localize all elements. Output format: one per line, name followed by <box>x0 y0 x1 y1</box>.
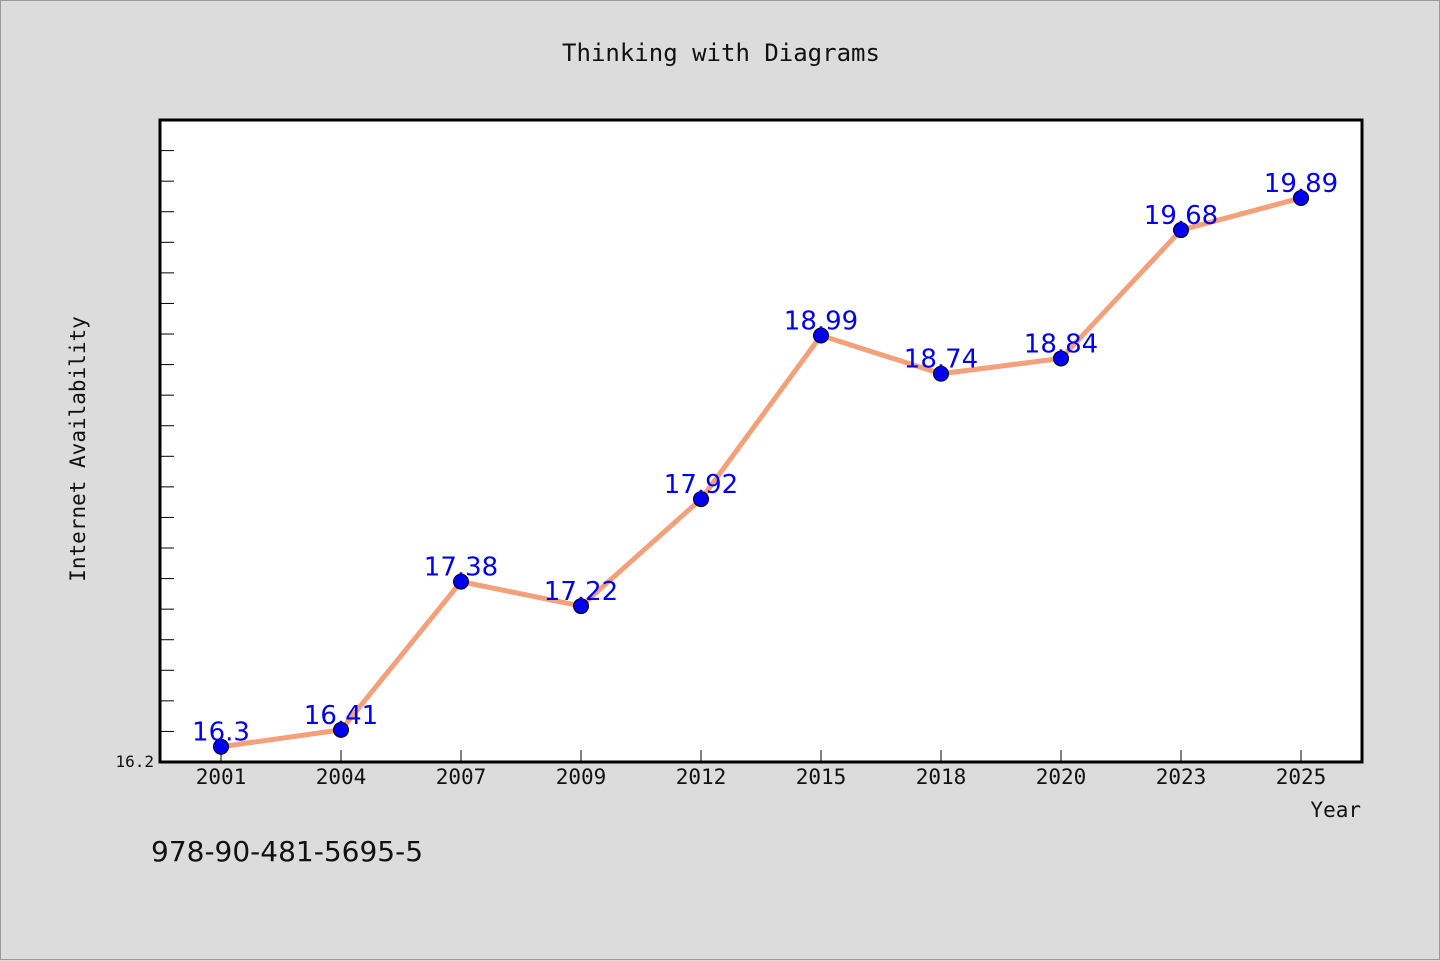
x-tick-label: 2001 <box>196 765 247 789</box>
series-group: 16.3 16.41 17.38 17.22 17.92 18.99 18.74 18.84 1… <box>192 169 1338 755</box>
x-tick-label: 2012 <box>676 765 727 789</box>
data-point <box>693 491 709 508</box>
x-axis-label: Year <box>1310 798 1361 822</box>
data-point <box>573 598 589 615</box>
data-point <box>1173 222 1189 239</box>
data-label: 17.92 <box>664 470 738 500</box>
data-label: 18.99 <box>784 307 858 337</box>
data-point <box>1053 350 1069 367</box>
data-point <box>1293 189 1309 206</box>
x-tick-label: 2015 <box>796 765 847 789</box>
data-point <box>453 573 469 590</box>
data-label: 18.84 <box>1024 329 1098 359</box>
y-axis-ticks <box>160 150 174 763</box>
data-label: 19.89 <box>1264 169 1338 199</box>
y-axis-label: Internet Availability <box>66 316 90 582</box>
data-label: 18.74 <box>904 345 978 375</box>
x-tick-label: 2025 <box>1276 765 1327 789</box>
x-tick-label: 2007 <box>436 765 487 789</box>
data-point <box>213 738 229 755</box>
x-tick-label: 2018 <box>916 765 967 789</box>
data-label: 19.68 <box>1144 201 1218 231</box>
data-point <box>933 365 949 382</box>
data-label: 16.3 <box>192 718 250 748</box>
chart-title: Thinking with Diagrams <box>562 39 880 67</box>
data-label: 17.38 <box>424 553 498 583</box>
data-label: 16.41 <box>304 701 378 731</box>
data-point <box>333 721 349 738</box>
x-tick-label: 2009 <box>556 765 607 789</box>
isbn-footnote: 978-90-481-5695-5 <box>151 835 424 868</box>
data-label: 17.22 <box>544 577 618 607</box>
plot-area <box>158 118 1364 764</box>
x-tick-label: 2020 <box>1036 765 1087 789</box>
x-tick-label: 2004 <box>316 765 367 789</box>
y-tick-label-min: 16.2 <box>115 752 154 771</box>
x-axis-ticks: 2001 2004 2007 2009 2012 2015 2018 2020 2023 2025 <box>196 750 1327 789</box>
series-line <box>218 195 1304 750</box>
x-tick-label: 2023 <box>1156 765 1207 789</box>
data-point <box>813 327 829 344</box>
